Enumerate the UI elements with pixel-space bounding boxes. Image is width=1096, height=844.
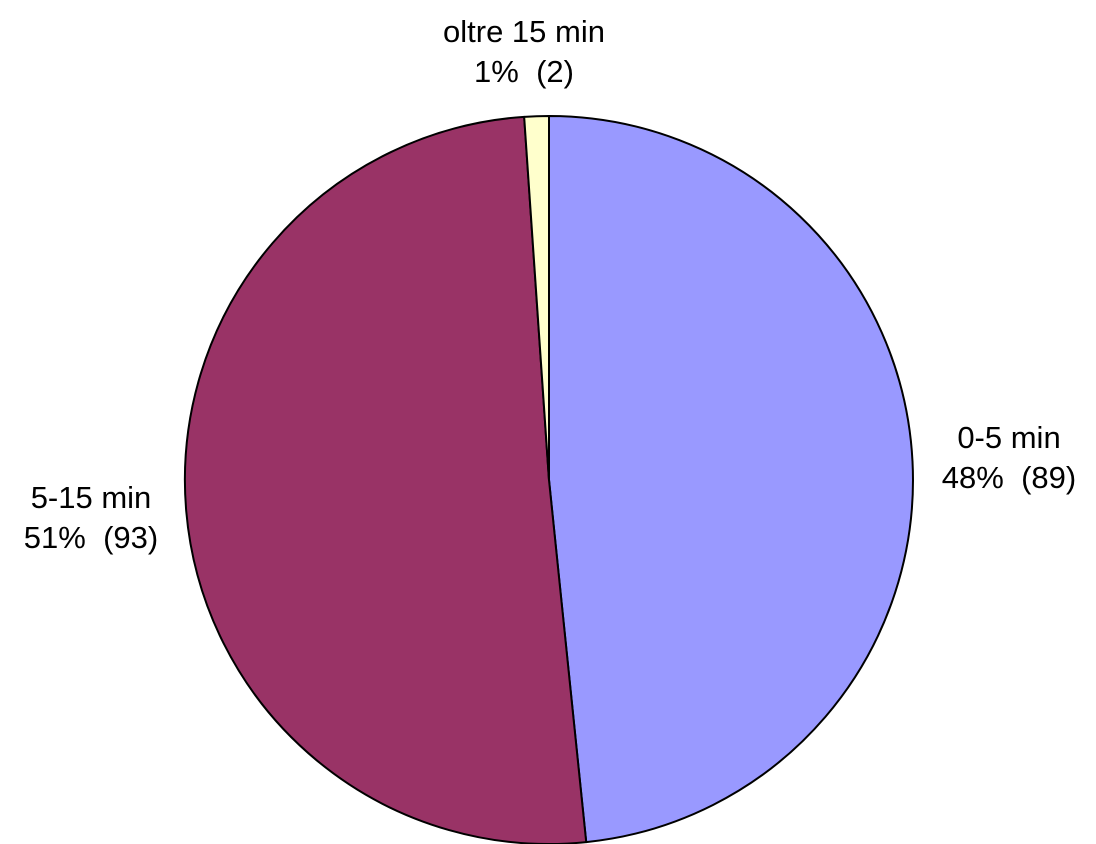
slice-value-5-15-min: 51% (93): [0, 518, 182, 558]
pie-slices: [183, 115, 914, 844]
slice-label-oltre-15-min: oltre 15 min 1% (2): [412, 12, 636, 92]
pie-slice-5-15-min: [183, 115, 588, 844]
slice-name-0-5-min: 0-5 min: [957, 420, 1061, 455]
slice-value-oltre-15-min: 1% (2): [412, 52, 636, 92]
slice-percent-5-15-min: 51%: [23, 520, 86, 555]
slice-label-0-5-min: 0-5 min 48% (89): [918, 418, 1096, 498]
slice-value-0-5-min: 48% (89): [918, 458, 1096, 498]
slice-label-5-15-min: 5-15 min 51% (93): [0, 478, 182, 558]
slice-count-0-5-min: (89): [1021, 460, 1077, 495]
pie-slice-oltre-15-min: [523, 115, 550, 481]
slice-count-5-15-min: (93): [103, 520, 159, 555]
slice-percent-0-5-min: 48%: [941, 460, 1004, 495]
slice-name-oltre-15-min: oltre 15 min: [443, 14, 605, 49]
pie-slice-0-5-min: [548, 115, 914, 844]
slice-count-oltre-15-min: (2): [536, 54, 574, 89]
slice-percent-oltre-15-min: 1%: [474, 54, 519, 89]
slice-name-5-15-min: 5-15 min: [30, 480, 152, 515]
